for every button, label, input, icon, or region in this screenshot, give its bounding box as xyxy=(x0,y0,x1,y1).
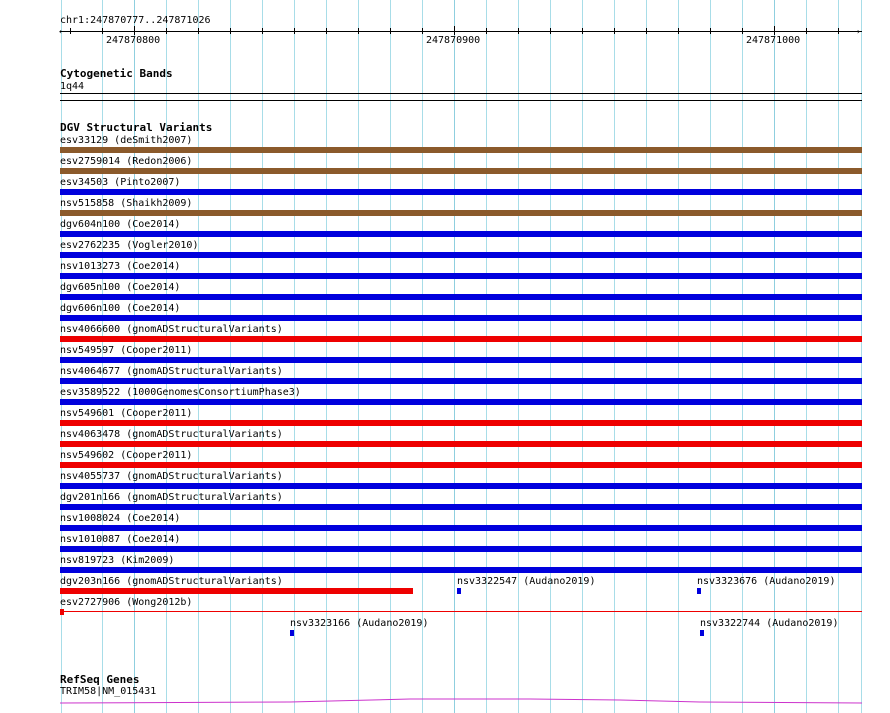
ruler-tick xyxy=(230,28,231,34)
variant-label-nsv3323166: nsv3323166 (Audano2019) xyxy=(290,618,429,629)
variant-bar[interactable] xyxy=(60,525,862,531)
ruler-tick xyxy=(838,28,839,34)
variant-bar[interactable] xyxy=(60,441,862,447)
variant-bar[interactable] xyxy=(60,231,862,237)
variant-label: esv2762235 (Vogler2010) xyxy=(60,240,199,251)
variant-bar[interactable] xyxy=(60,273,862,279)
variant-bar[interactable] xyxy=(60,336,862,342)
variant-label: esv33129 (deSmith2007) xyxy=(60,135,193,146)
variant-bar-dgv203n166[interactable] xyxy=(60,588,413,594)
variant-label: esv2759014 (Redon2006) xyxy=(60,156,193,167)
ruler-tick xyxy=(262,28,263,34)
variant-label: dgv201n166 (gnomADStructuralVariants) xyxy=(60,492,283,503)
ruler-tick xyxy=(614,28,615,34)
dgv-track-title[interactable]: DGV Structural Variants xyxy=(60,121,213,134)
ruler-axis xyxy=(60,31,862,32)
variant-label: dgv604n100 (Coe2014) xyxy=(60,219,181,230)
variant-bar[interactable] xyxy=(60,567,862,573)
variant-bar-nsv3322744[interactable] xyxy=(700,630,704,636)
ruler-tick xyxy=(518,28,519,34)
ruler-tick xyxy=(678,28,679,34)
ruler-tick xyxy=(582,28,583,34)
variant-line-esv2727906 xyxy=(64,611,862,612)
variant-bar[interactable] xyxy=(60,399,862,405)
gene-model-TRIM58[interactable] xyxy=(60,694,862,706)
variant-label: nsv549601 (Cooper2011) xyxy=(60,408,193,419)
variant-bar[interactable] xyxy=(60,168,862,174)
ruler-tick xyxy=(358,28,359,34)
variant-label: nsv549597 (Cooper2011) xyxy=(60,345,193,356)
variant-label-esv2727906: esv2727906 (Wong2012b) xyxy=(60,597,193,608)
variant-bar[interactable] xyxy=(60,252,862,258)
ruler-tick xyxy=(646,28,647,34)
variant-bar-nsv3322547[interactable] xyxy=(457,588,461,594)
ruler-tick xyxy=(486,28,487,34)
cytoband-top-line xyxy=(60,93,862,94)
variant-bar-nsv3323166[interactable] xyxy=(290,630,294,636)
ruler-tick-label: 247870900 xyxy=(426,35,481,46)
variant-bar[interactable] xyxy=(60,378,862,384)
variant-bar[interactable] xyxy=(60,546,862,552)
variant-label: esv3589522 (1000GenomesConsortiumPhase3) xyxy=(60,387,301,398)
variant-bar[interactable] xyxy=(60,504,862,510)
refseq-track-title[interactable]: RefSeq Genes xyxy=(60,673,140,686)
variant-label: nsv515858 (Shaikh2009) xyxy=(60,198,193,209)
ruler-tick xyxy=(422,28,423,34)
ruler-tick xyxy=(806,28,807,34)
variant-label: nsv4063478 (gnomADStructuralVariants) xyxy=(60,429,283,440)
variant-label: nsv1013273 (Coe2014) xyxy=(60,261,181,272)
variant-label-nsv3322547: nsv3322547 (Audano2019) xyxy=(457,576,596,587)
ruler-tick xyxy=(294,28,295,34)
ruler-tick xyxy=(326,28,327,34)
variant-bar[interactable] xyxy=(60,210,862,216)
variant-label: nsv1010087 (Coe2014) xyxy=(60,534,181,545)
ruler-tick xyxy=(102,28,103,34)
ruler-tick xyxy=(710,28,711,34)
variant-bar[interactable] xyxy=(60,420,862,426)
ruler-tick xyxy=(70,28,71,34)
variant-label: nsv4066600 (gnomADStructuralVariants) xyxy=(60,324,283,335)
variant-label: esv34503 (Pinto2007) xyxy=(60,177,181,188)
variant-label-nsv3322744: nsv3322744 (Audano2019) xyxy=(700,618,839,629)
variant-bar[interactable] xyxy=(60,462,862,468)
variant-label: nsv1008024 (Coe2014) xyxy=(60,513,181,524)
variant-label: dgv606n100 (Coe2014) xyxy=(60,303,181,314)
ruler-tick xyxy=(550,28,551,34)
ruler-left-arrow-icon: ‹ xyxy=(58,27,63,36)
variant-bar[interactable] xyxy=(60,294,862,300)
location-label: chr1:247870777..247871026 xyxy=(60,15,211,26)
variant-bar[interactable] xyxy=(60,315,862,321)
variant-label: nsv819723 (Kim2009) xyxy=(60,555,175,566)
ruler-tick xyxy=(166,28,167,34)
variant-bar-nsv3323676[interactable] xyxy=(697,588,701,594)
cytoband-label: 1q44 xyxy=(60,81,85,92)
cytoband-bottom-line xyxy=(60,100,862,101)
variant-label-nsv3323676: nsv3323676 (Audano2019) xyxy=(697,576,836,587)
ruler-right-arrow-icon: › xyxy=(856,27,861,36)
cytoband-track-title[interactable]: Cytogenetic Bands xyxy=(60,67,173,80)
variant-label-dgv203n166: dgv203n166 (gnomADStructuralVariants) xyxy=(60,576,283,587)
ruler-major-tick xyxy=(134,26,135,35)
variant-bar-esv2727906[interactable] xyxy=(60,609,64,615)
ruler-tick-label: 247871000 xyxy=(746,35,801,46)
variant-bar[interactable] xyxy=(60,357,862,363)
variant-label: nsv4055737 (gnomADStructuralVariants) xyxy=(60,471,283,482)
gene-label: TRIM58|NM_015431 xyxy=(60,686,157,697)
variant-label: nsv4064677 (gnomADStructuralVariants) xyxy=(60,366,283,377)
ruler-tick xyxy=(390,28,391,34)
variant-label: dgv605n100 (Coe2014) xyxy=(60,282,181,293)
ruler-major-tick xyxy=(774,26,775,35)
ruler-tick-label: 247870800 xyxy=(106,35,161,46)
variant-bar[interactable] xyxy=(60,483,862,489)
variant-label: nsv549602 (Cooper2011) xyxy=(60,450,193,461)
ruler-tick xyxy=(742,28,743,34)
ruler-major-tick xyxy=(454,26,455,35)
ruler-tick xyxy=(198,28,199,34)
variant-bar[interactable] xyxy=(60,147,862,153)
variant-bar[interactable] xyxy=(60,189,862,195)
